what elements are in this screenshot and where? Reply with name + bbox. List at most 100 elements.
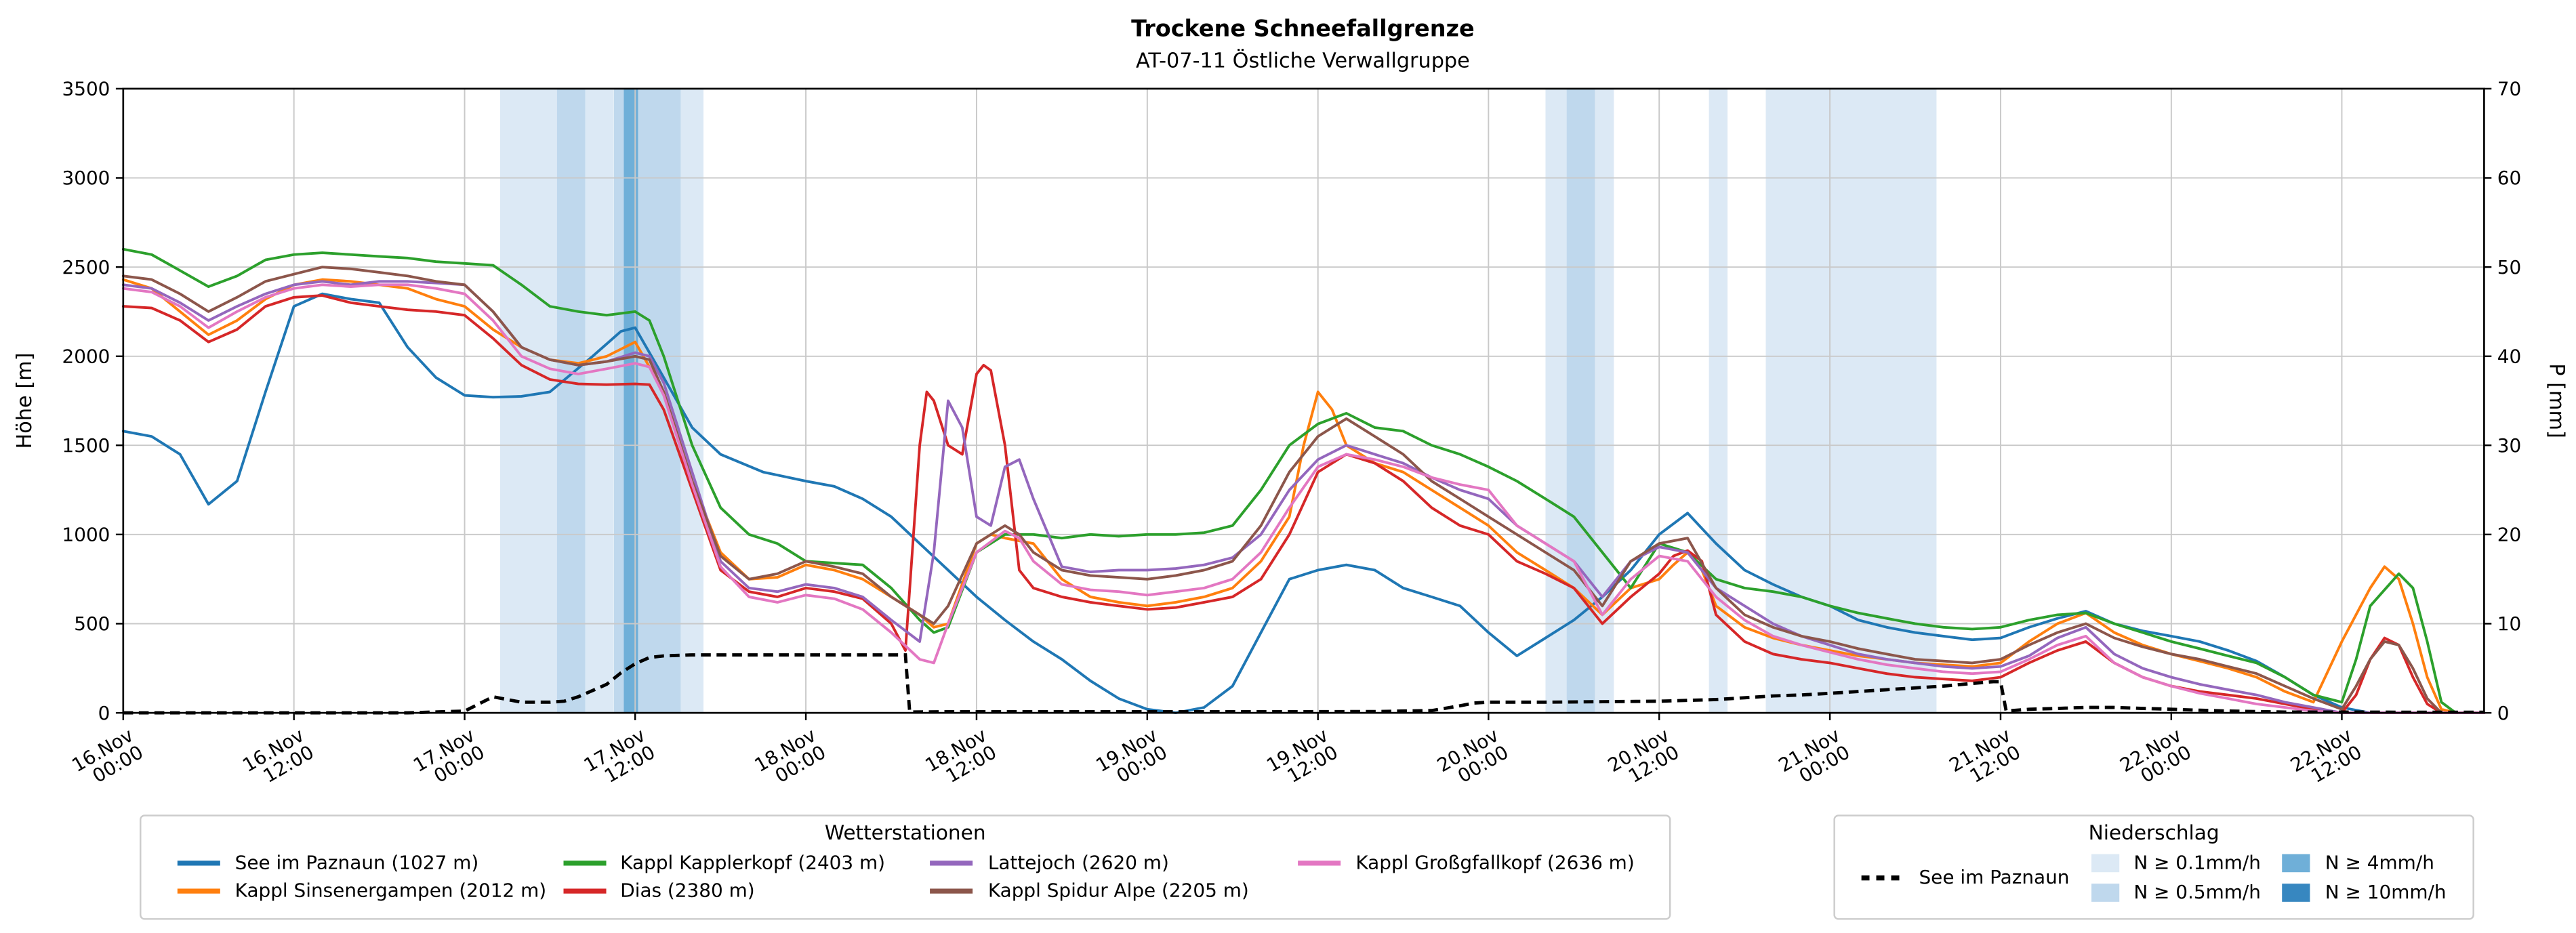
axes: 0 500 1000 1500 2000 2500 3000 3500 0 10 20 30 40 50 6… [62,78,2522,793]
y-tick-label-left: 3500 [62,78,110,100]
legend-entry-label: See im Paznaun [1919,865,2070,889]
series-color-swatch [563,861,606,865]
precip-band [556,88,586,713]
legend-niederschlag-entries: See im Paznaun N ≥ 0.1mm/h N ≥ 0.5mm/h N ≥ … [1848,846,2459,907]
legend-entry: N ≥ 4mm/h [2282,849,2447,877]
svg-text:22.Nov00:00: 22.Nov00:00 [2116,724,2195,793]
legend-wetterstationen-title: Wetterstationen [824,821,986,845]
series-color-swatch [930,861,973,865]
y-tick-label-right: 50 [2497,256,2521,278]
precip-dashed-line [123,653,2485,715]
series-line-kappl-spidur-alpe-2205-m [121,266,2486,715]
legend-niederschlag: Niederschlag See im Paznaun N ≥ 0.1mm/h N … [1833,814,2474,920]
x-tick-label: 18.Nov12:00 [921,724,1000,793]
legend-wetterstationen: Wetterstationen See im Paznaun (1027 m) K… [140,814,1671,920]
legend-entry-label: N ≥ 4mm/h [2325,850,2434,874]
y-tick-label-right: 60 [2497,167,2521,189]
legend-entry-label: N ≥ 0.5mm/h [2133,880,2261,904]
y-tick-label-left: 2500 [62,256,110,278]
series-line-dias-2380-m [121,294,2486,715]
series-color-swatch [1298,861,1341,865]
y-tick-label-left: 500 [74,613,110,635]
series-line-kappl-kapplerkopf-2403-m [121,247,2486,715]
legend-entry: See im Paznaun [1861,864,2070,892]
y-tick-label-left: 1000 [62,524,110,546]
x-tick-label: 16.Nov12:00 [239,724,318,787]
series-color-swatch [177,861,220,865]
chart-title: Trockene Schneefallgrenze [1131,15,1475,41]
legend-entry-label: Dias (2380 m) [620,878,755,902]
legend-entry: Kappl Spidur Alpe (2205 m) [930,877,1282,905]
svg-text:19.Nov12:00: 19.Nov12:00 [1263,724,1342,793]
series-lines [121,247,2486,715]
svg-text:20.Nov00:00: 20.Nov00:00 [1433,724,1513,793]
precip-band [1566,88,1595,713]
series-color-swatch [177,889,220,894]
chart-subtitle: AT-07-11 Östliche Verwallgruppe [1136,47,1470,72]
gridlines [122,87,2485,714]
plot-frame [122,87,2485,714]
svg-text:21.Nov00:00: 21.Nov00:00 [1775,724,1854,793]
y-axis-label-right: P [mm] [2544,363,2568,438]
svg-text:22.Nov12:00: 22.Nov12:00 [2287,724,2366,793]
legend-entry-label: N ≥ 10mm/h [2325,880,2447,904]
legend-wetterstationen-entries: See im Paznaun (1027 m) Kappl Sinsenergam… [155,846,1656,905]
legend-entry-label: Kappl Sinsenergampen (2012 m) [234,878,547,902]
legend-entry: See im Paznaun (1027 m) [177,849,546,877]
x-tick-label: 20.Nov00:00 [1433,724,1513,793]
precip-intensity-swatch [2091,884,2119,902]
svg-text:19.Nov00:00: 19.Nov00:00 [1092,724,1171,793]
y-tick-label-right: 40 [2497,346,2521,368]
precip-band [499,88,557,713]
precip-band [613,88,624,713]
svg-text:20.Nov12:00: 20.Nov12:00 [1604,724,1683,793]
precip-band [585,88,614,713]
y-tick-label-left: 2000 [62,346,110,368]
precip-band [1709,88,1728,713]
legend-precip-patch-col: N ≥ 4mm/h N ≥ 10mm/h [2282,849,2447,907]
svg-text:18.Nov00:00: 18.Nov00:00 [751,724,830,793]
y-axis-label-left: Höhe [m] [13,353,37,449]
series-color-swatch [563,889,606,894]
legend-entry-label: N ≥ 0.1mm/h [2133,850,2261,874]
legend-precip-line-col: See im Paznaun [1861,864,2070,892]
series-color-swatch [930,889,973,894]
legend-entry: N ≥ 10mm/h [2282,879,2447,907]
precip-band [623,88,638,713]
x-tick-label: 19.Nov00:00 [1092,724,1171,793]
dashed-line-swatch [1861,875,1904,880]
legend-entry-label: Kappl Kapplerkopf (2403 m) [620,850,886,874]
precip-intensity-swatch [2091,854,2119,873]
legend-precip-patch-col: N ≥ 0.1mm/h N ≥ 0.5mm/h [2091,849,2261,907]
x-tick-label: 21.Nov12:00 [1945,724,2024,793]
legend-entry-label: See im Paznaun (1027 m) [234,850,479,874]
legend-entry-label: Kappl Großgfallkopf (2636 m) [1355,850,1635,874]
x-tick-label: 21.Nov00:00 [1775,724,1854,793]
svg-text:17.Nov12:00: 17.Nov12:00 [580,724,659,793]
series-line-see-im-paznaun-1027-m [121,292,2486,715]
x-tick-label: 16.Nov00:00 [68,724,147,787]
x-tick-label: 17.Nov00:00 [409,724,489,787]
precip-intensity-swatch [2282,854,2310,873]
legend-entry: Lattejoch (2620 m) [930,849,1282,877]
legend-entry-label: Kappl Spidur Alpe (2205 m) [987,878,1249,902]
x-tick-label: 19.Nov12:00 [1263,724,1342,793]
x-tick-label: 20.Nov12:00 [1604,724,1683,793]
precip-band [1545,88,1567,713]
y-tick-label-left: 0 [98,702,110,724]
svg-text:18.Nov12:00: 18.Nov12:00 [921,724,1000,793]
precip-intensity-swatch [2282,884,2310,902]
precip-band [680,88,704,713]
legend-entry: N ≥ 0.1mm/h [2091,849,2261,877]
x-tick-label: 17.Nov12:00 [580,724,659,793]
legend-niederschlag-title: Niederschlag [2088,821,2220,845]
legend-entry: Dias (2380 m) [563,877,914,905]
y-tick-label-left: 1500 [62,434,110,457]
svg-text:21.Nov12:00: 21.Nov12:00 [1945,724,2024,793]
series-line-lattejoch-2620-m [121,280,2486,715]
y-tick-label-right: 30 [2497,434,2521,457]
legend-entry: Kappl Sinsenergampen (2012 m) [177,877,547,905]
y-tick-label-right: 20 [2497,524,2521,546]
